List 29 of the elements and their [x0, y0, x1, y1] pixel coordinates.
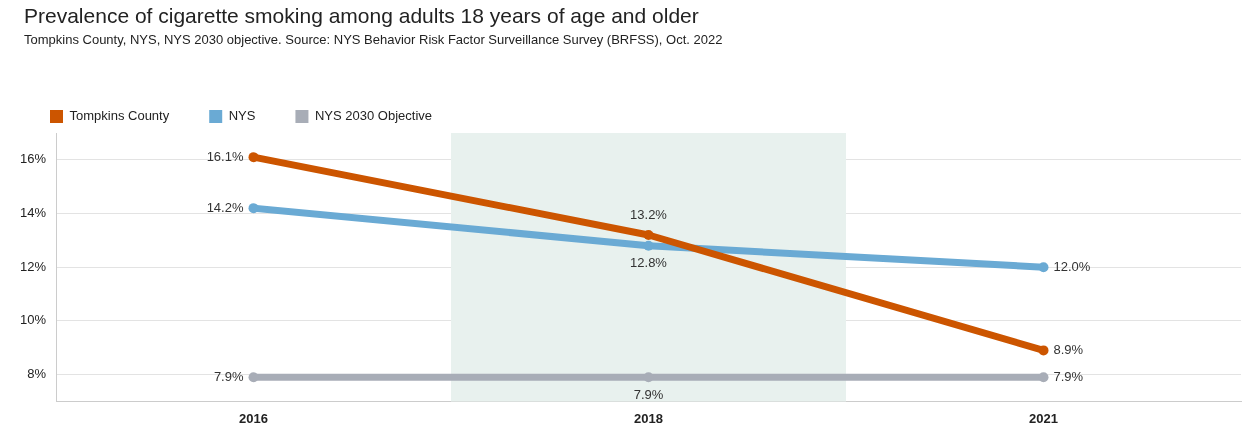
point	[1038, 262, 1049, 273]
legend-label: NYS 2030 Objective	[314, 108, 433, 124]
data-label: 13.2%	[630, 206, 668, 222]
data-label: 7.9%	[633, 386, 664, 402]
point	[643, 229, 654, 240]
point	[248, 152, 259, 163]
data-label: 12.0%	[1053, 258, 1091, 274]
x-tick-label: 2018	[634, 410, 663, 426]
y-tick-label: 16%	[19, 151, 47, 167]
point	[248, 372, 259, 383]
data-label: 12.8%	[630, 255, 668, 271]
y-tick-label: 10%	[19, 312, 47, 328]
data-label: 14.2%	[206, 199, 244, 215]
chart-title: Prevalence of cigarette smoking among adults 18 years of age and older	[24, 4, 699, 28]
y-tick-label: 12%	[19, 258, 47, 274]
data-label: 16.1%	[206, 148, 244, 164]
x-tick-label: 2021	[1029, 410, 1058, 426]
data-label: 8.9%	[1053, 341, 1084, 357]
x-tick-label: 2016	[239, 410, 268, 426]
point	[1038, 345, 1049, 356]
data-label: 7.9%	[1053, 368, 1084, 384]
point	[643, 240, 654, 251]
legend-label: NYS	[228, 108, 256, 124]
y-tick-label: 8%	[27, 366, 47, 382]
legend-label: Tompkins County	[69, 108, 170, 124]
point	[248, 203, 259, 214]
y-tick-label: 14%	[19, 205, 47, 221]
data-label: 7.9%	[213, 368, 244, 384]
chart-subtitle: Tompkins County, NYS, NYS 2030 objective. Source: NYS Behavior Risk Factor Surveillance Survey (BRFSS), Oct. 2022	[24, 32, 723, 47]
